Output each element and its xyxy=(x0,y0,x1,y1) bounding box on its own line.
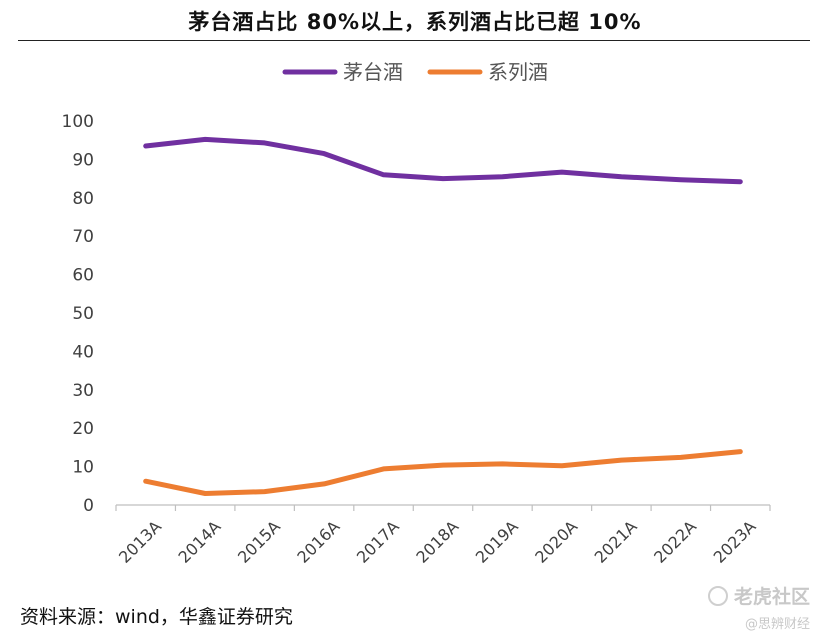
y-tick-label: 40 xyxy=(72,342,94,362)
chart-title: 茅台酒占比 80%以上，系列酒占比已超 10% xyxy=(188,10,642,34)
y-tick-label: 10 xyxy=(72,458,94,478)
source-note: 资料来源：wind，华鑫证券研究 xyxy=(20,606,293,628)
x-tick-label: 2023A xyxy=(710,517,760,567)
x-tick-label: 2015A xyxy=(234,517,284,567)
x-tick-label: 2018A xyxy=(412,517,462,567)
series-line-2 xyxy=(143,449,743,496)
plot-area xyxy=(143,136,743,496)
y-axis: 0 10 20 30 40 50 60 70 80 90 100 xyxy=(62,112,94,516)
legend-label: 茅台酒 xyxy=(343,60,403,84)
x-tick-label: 2013A xyxy=(115,517,165,567)
line-chart: 茅台酒 系列酒 0 10 20 30 40 50 60 70 80 90 100 2013A 2014A… xyxy=(62,60,771,567)
x-tick-label: 2019A xyxy=(472,517,522,567)
x-tick-label: 2014A xyxy=(175,517,225,567)
y-tick-label: 0 xyxy=(83,496,94,516)
y-tick-label: 80 xyxy=(72,189,94,209)
x-tick-label: 2021A xyxy=(591,517,641,567)
y-tick-label: 90 xyxy=(72,150,94,170)
tiger-community-logo-icon xyxy=(707,585,728,606)
x-tick-label: 2020A xyxy=(531,517,581,567)
x-axis: 2013A 2014A 2015A 2016A 2017A 2018A 2019A 2020A… xyxy=(115,504,771,567)
x-tick-label: 2016A xyxy=(293,517,343,567)
title-rule xyxy=(18,40,810,41)
watermark: 老虎社区 @思辨财经 xyxy=(707,582,810,632)
y-tick-label: 50 xyxy=(72,304,94,324)
y-tick-label: 60 xyxy=(72,266,94,286)
y-tick-label: 70 xyxy=(72,227,94,247)
x-tick-label: 2022A xyxy=(650,517,700,567)
y-tick-label: 100 xyxy=(62,112,94,132)
x-tick-label: 2017A xyxy=(353,517,403,567)
legend-label: 系列酒 xyxy=(488,60,548,84)
y-tick-label: 20 xyxy=(72,419,94,439)
chart-legend: 茅台酒 系列酒 xyxy=(282,60,548,84)
y-tick-label: 30 xyxy=(72,381,94,401)
watermark-main: 老虎社区 xyxy=(733,586,810,608)
watermark-sub: @思辨财经 xyxy=(744,617,810,632)
series-line-1 xyxy=(143,136,743,185)
